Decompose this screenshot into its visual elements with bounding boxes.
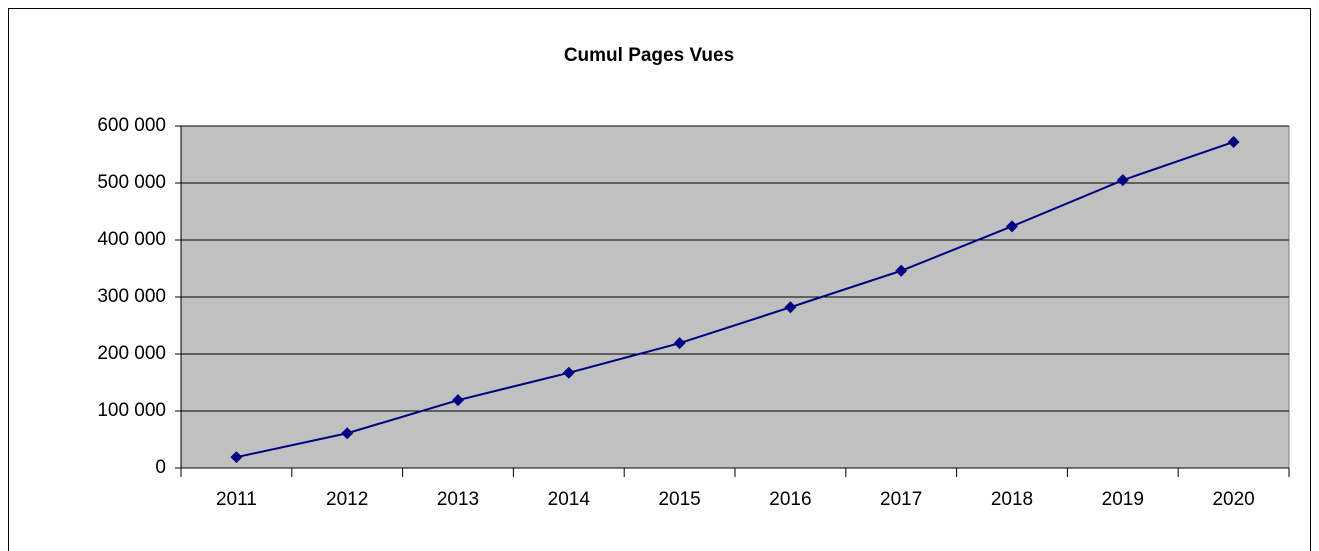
data-line <box>236 141 1234 459</box>
data-point <box>673 337 686 350</box>
data-point <box>1227 135 1240 148</box>
y-tick-label: 200 000 <box>97 343 166 364</box>
y-tick-label: 100 000 <box>97 400 166 421</box>
data-point <box>230 451 243 464</box>
data-point <box>452 394 464 407</box>
y-tick-label: 600 000 <box>97 115 166 136</box>
data-point <box>341 427 354 440</box>
data-point <box>1006 220 1018 233</box>
y-tick-label: 300 000 <box>97 286 166 307</box>
y-tick-label: 400 000 <box>97 229 166 250</box>
x-tick-label: 2012 <box>326 489 368 510</box>
x-tick-label: 2013 <box>437 489 479 510</box>
y-tick-label: 500 000 <box>97 172 166 193</box>
chart-title: Cumul Pages Vues <box>564 45 734 66</box>
data-point <box>1116 174 1129 187</box>
data-point <box>562 366 575 379</box>
x-tick-label: 2011 <box>216 489 257 510</box>
x-tick-label: 2017 <box>880 489 922 510</box>
x-tick-label: 2019 <box>1102 489 1144 510</box>
x-tick-label: 2015 <box>658 489 700 510</box>
chart-frame <box>8 8 1311 551</box>
x-tick-label: 2018 <box>991 489 1033 510</box>
x-tick-label: 2014 <box>548 489 591 510</box>
x-tick-label: 2016 <box>769 489 811 510</box>
y-tick-label: 0 <box>155 457 166 478</box>
data-point <box>895 264 908 277</box>
data-point <box>784 301 797 314</box>
x-tick-label: 2020 <box>1212 489 1254 510</box>
